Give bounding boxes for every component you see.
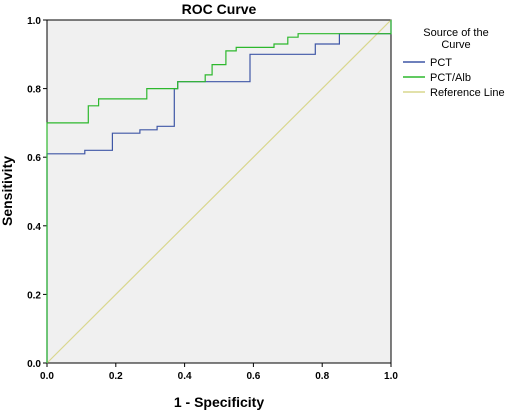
x-tick-label: 0.2 bbox=[109, 371, 123, 382]
y-tick-label: 0.4 bbox=[27, 222, 41, 233]
x-tick-label: 0.8 bbox=[315, 371, 329, 382]
y-tick-label: 0.0 bbox=[27, 359, 41, 370]
x-axis-label: 1 - Specificity bbox=[174, 394, 264, 410]
legend: Source of the Curve PCT PCT/Alb Reference Li… bbox=[403, 27, 505, 99]
series-line-reference-line bbox=[46, 19, 392, 364]
y-axis-label: Sensitivity bbox=[0, 156, 15, 226]
chart-title: ROC Curve bbox=[182, 1, 257, 17]
legend-label-pct: PCT bbox=[430, 57, 452, 69]
series-line-pct bbox=[46, 20, 392, 363]
x-tick-label: 0.6 bbox=[246, 371, 260, 382]
x-tick-label: 1.0 bbox=[384, 371, 398, 382]
x-tick-label: 0.4 bbox=[178, 371, 192, 382]
series-layer bbox=[46, 19, 392, 364]
y-tick-label: 0.8 bbox=[27, 85, 41, 96]
legend-title: Source of the Curve bbox=[423, 27, 488, 51]
series-line-pct-alb bbox=[46, 20, 392, 363]
x-tick-label: 0.0 bbox=[40, 371, 54, 382]
y-tick-label: 1.0 bbox=[27, 16, 41, 27]
axis-ticks: 0.0 0.2 0.4 0.6 0.8 1.0 0.0 0.2 0.4 0.6 0.8 1.0 bbox=[27, 16, 398, 382]
legend-label-pct-alb: PCT/Alb bbox=[430, 72, 471, 84]
legend-label-reference-line: Reference Line bbox=[430, 87, 505, 99]
y-tick-label: 0.2 bbox=[27, 290, 41, 301]
y-tick-label: 0.6 bbox=[27, 153, 41, 164]
